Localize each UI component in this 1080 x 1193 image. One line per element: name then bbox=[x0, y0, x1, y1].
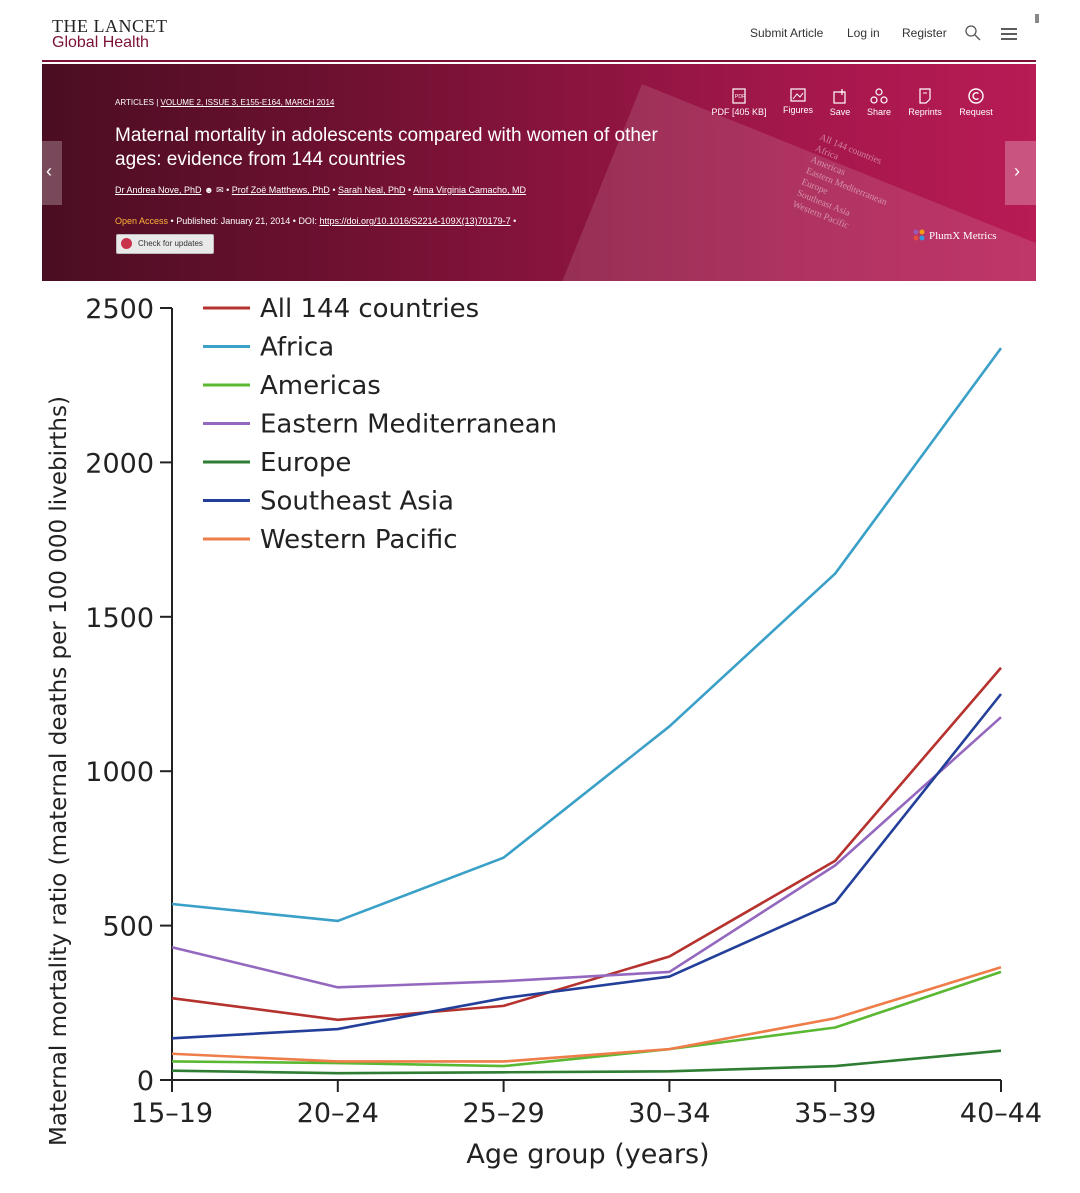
author-1[interactable]: Dr Andrea Nove, PhD bbox=[115, 185, 202, 195]
crossmark-icon bbox=[121, 238, 132, 249]
chevron-right-icon: › bbox=[1014, 161, 1020, 181]
legend-label: Southeast Asia bbox=[260, 487, 454, 517]
image-icon bbox=[790, 88, 806, 102]
x-tick-label: 30–34 bbox=[628, 1098, 710, 1129]
y-tick-label: 1500 bbox=[85, 603, 154, 634]
article-banner: All 144 countries Africa Americas Easter… bbox=[42, 64, 1036, 281]
x-tick-label: 25–29 bbox=[462, 1098, 544, 1129]
save-button-label: Save bbox=[829, 107, 851, 117]
breadcrumb: ARTICLES | VOLUME 2, ISSUE 3, E155-E164,… bbox=[115, 98, 335, 107]
save-button[interactable]: Save bbox=[810, 88, 870, 117]
check-for-updates-button[interactable]: Check for updates bbox=[116, 234, 214, 254]
nav-register[interactable]: Register bbox=[902, 26, 947, 40]
plumx-label: PlumX Metrics bbox=[929, 230, 997, 242]
scrollbar-thumb[interactable] bbox=[1035, 14, 1039, 23]
author-4[interactable]: Alma Virginia Camacho, MD bbox=[413, 185, 527, 195]
check-for-updates-label: Check for updates bbox=[138, 239, 203, 248]
y-axis-label: Maternal mortality ratio (maternal death… bbox=[46, 396, 72, 1146]
chevron-left-icon: ‹ bbox=[46, 161, 52, 181]
email-icon[interactable]: ✉ bbox=[216, 185, 224, 195]
author-list: Dr Andrea Nove, PhD ☻ ✉ • Prof Zoë Matth… bbox=[115, 185, 527, 195]
legend-label: Western Pacific bbox=[260, 525, 458, 555]
doi-label: DOI: bbox=[298, 216, 317, 226]
mortality-chart: 0 500 1000 1500 2000 2500 15–19 20–24 25–29 30–3… bbox=[46, 294, 1042, 1170]
reprints-button-label: Reprints bbox=[908, 107, 942, 117]
nav-login[interactable]: Log in bbox=[847, 26, 880, 40]
request-button-label: Request bbox=[959, 107, 993, 117]
open-access-badge: Open Access bbox=[115, 216, 169, 226]
carousel-prev-button[interactable]: ‹ bbox=[42, 141, 62, 205]
share-button-label: Share bbox=[866, 107, 892, 117]
y-tick-label: 2000 bbox=[85, 448, 154, 479]
reprints-button[interactable]: Reprints bbox=[895, 88, 955, 117]
plumx-metrics-link[interactable]: PlumX Metrics bbox=[912, 228, 997, 242]
copyright-icon bbox=[968, 88, 984, 104]
series-line bbox=[171, 966, 1002, 1063]
share-button[interactable]: Share bbox=[849, 88, 909, 117]
legend-label: Africa bbox=[260, 333, 334, 363]
series-line bbox=[171, 970, 1002, 1068]
y-tick-label: 1000 bbox=[85, 757, 154, 788]
legend-label: All 144 countries bbox=[260, 294, 479, 324]
legend-label: Americas bbox=[260, 371, 381, 401]
article-title: Maternal mortality in adolescents compar… bbox=[115, 125, 658, 170]
nav-submit-article[interactable]: Submit Article bbox=[750, 26, 824, 40]
breadcrumb-section[interactable]: ARTICLES bbox=[115, 98, 154, 107]
article-meta: Open Access • Published: January 21, 201… bbox=[115, 216, 517, 226]
legend-label: Eastern Mediterranean bbox=[260, 410, 557, 440]
pdf-icon: PDF bbox=[732, 88, 746, 104]
plumx-icon bbox=[913, 229, 925, 241]
journal-logo-bottom[interactable]: Global Health bbox=[52, 34, 149, 51]
series-line bbox=[171, 693, 1003, 1040]
y-tick-label: 2500 bbox=[85, 294, 154, 325]
author-3[interactable]: Sarah Neal, PhD bbox=[337, 185, 406, 195]
person-icon: ☻ bbox=[204, 185, 214, 195]
author-2[interactable]: Prof Zoë Matthews, PhD bbox=[231, 185, 330, 195]
header-divider bbox=[42, 60, 1036, 62]
site-header: THE LANCET Global Health Submit Article … bbox=[0, 0, 1080, 62]
x-tick-label: 35–39 bbox=[794, 1098, 876, 1129]
doi-link[interactable]: https://doi.org/10.1016/S2214-109X(13)70… bbox=[319, 216, 511, 226]
x-tick-label: 40–44 bbox=[960, 1098, 1042, 1129]
pdf-button[interactable]: PDF PDF [405 KB] bbox=[708, 88, 770, 117]
series-line bbox=[171, 347, 1003, 923]
pdf-button-label: PDF [405 KB] bbox=[711, 107, 767, 117]
series-line bbox=[171, 666, 1002, 1022]
series-line bbox=[171, 716, 1002, 989]
reprints-icon bbox=[919, 88, 931, 104]
share-icon bbox=[870, 88, 888, 104]
legend-label: Europe bbox=[260, 448, 351, 478]
x-tick-label: 15–19 bbox=[131, 1098, 213, 1129]
breadcrumb-issue[interactable]: VOLUME 2, ISSUE 3, E155-E164, MARCH 2014 bbox=[160, 98, 335, 107]
menu-icon[interactable] bbox=[1000, 27, 1018, 41]
search-icon[interactable] bbox=[964, 24, 982, 42]
x-tick-label: 20–24 bbox=[297, 1098, 379, 1129]
y-tick-label: 0 bbox=[137, 1066, 154, 1097]
save-icon bbox=[833, 89, 846, 104]
figures-button[interactable]: Figures bbox=[768, 88, 828, 115]
series-line bbox=[171, 1049, 1002, 1075]
y-tick-label: 500 bbox=[102, 912, 154, 943]
journal-logo-top[interactable]: THE LANCET bbox=[52, 16, 168, 36]
request-button[interactable]: Request bbox=[946, 88, 1006, 117]
svg-text:PDF: PDF bbox=[735, 94, 745, 100]
published-date: Published: January 21, 2014 bbox=[176, 216, 291, 226]
figures-button-label: Figures bbox=[782, 105, 813, 115]
carousel-next-button[interactable]: › bbox=[1005, 141, 1036, 205]
x-axis-label: Age group (years) bbox=[466, 1139, 709, 1170]
